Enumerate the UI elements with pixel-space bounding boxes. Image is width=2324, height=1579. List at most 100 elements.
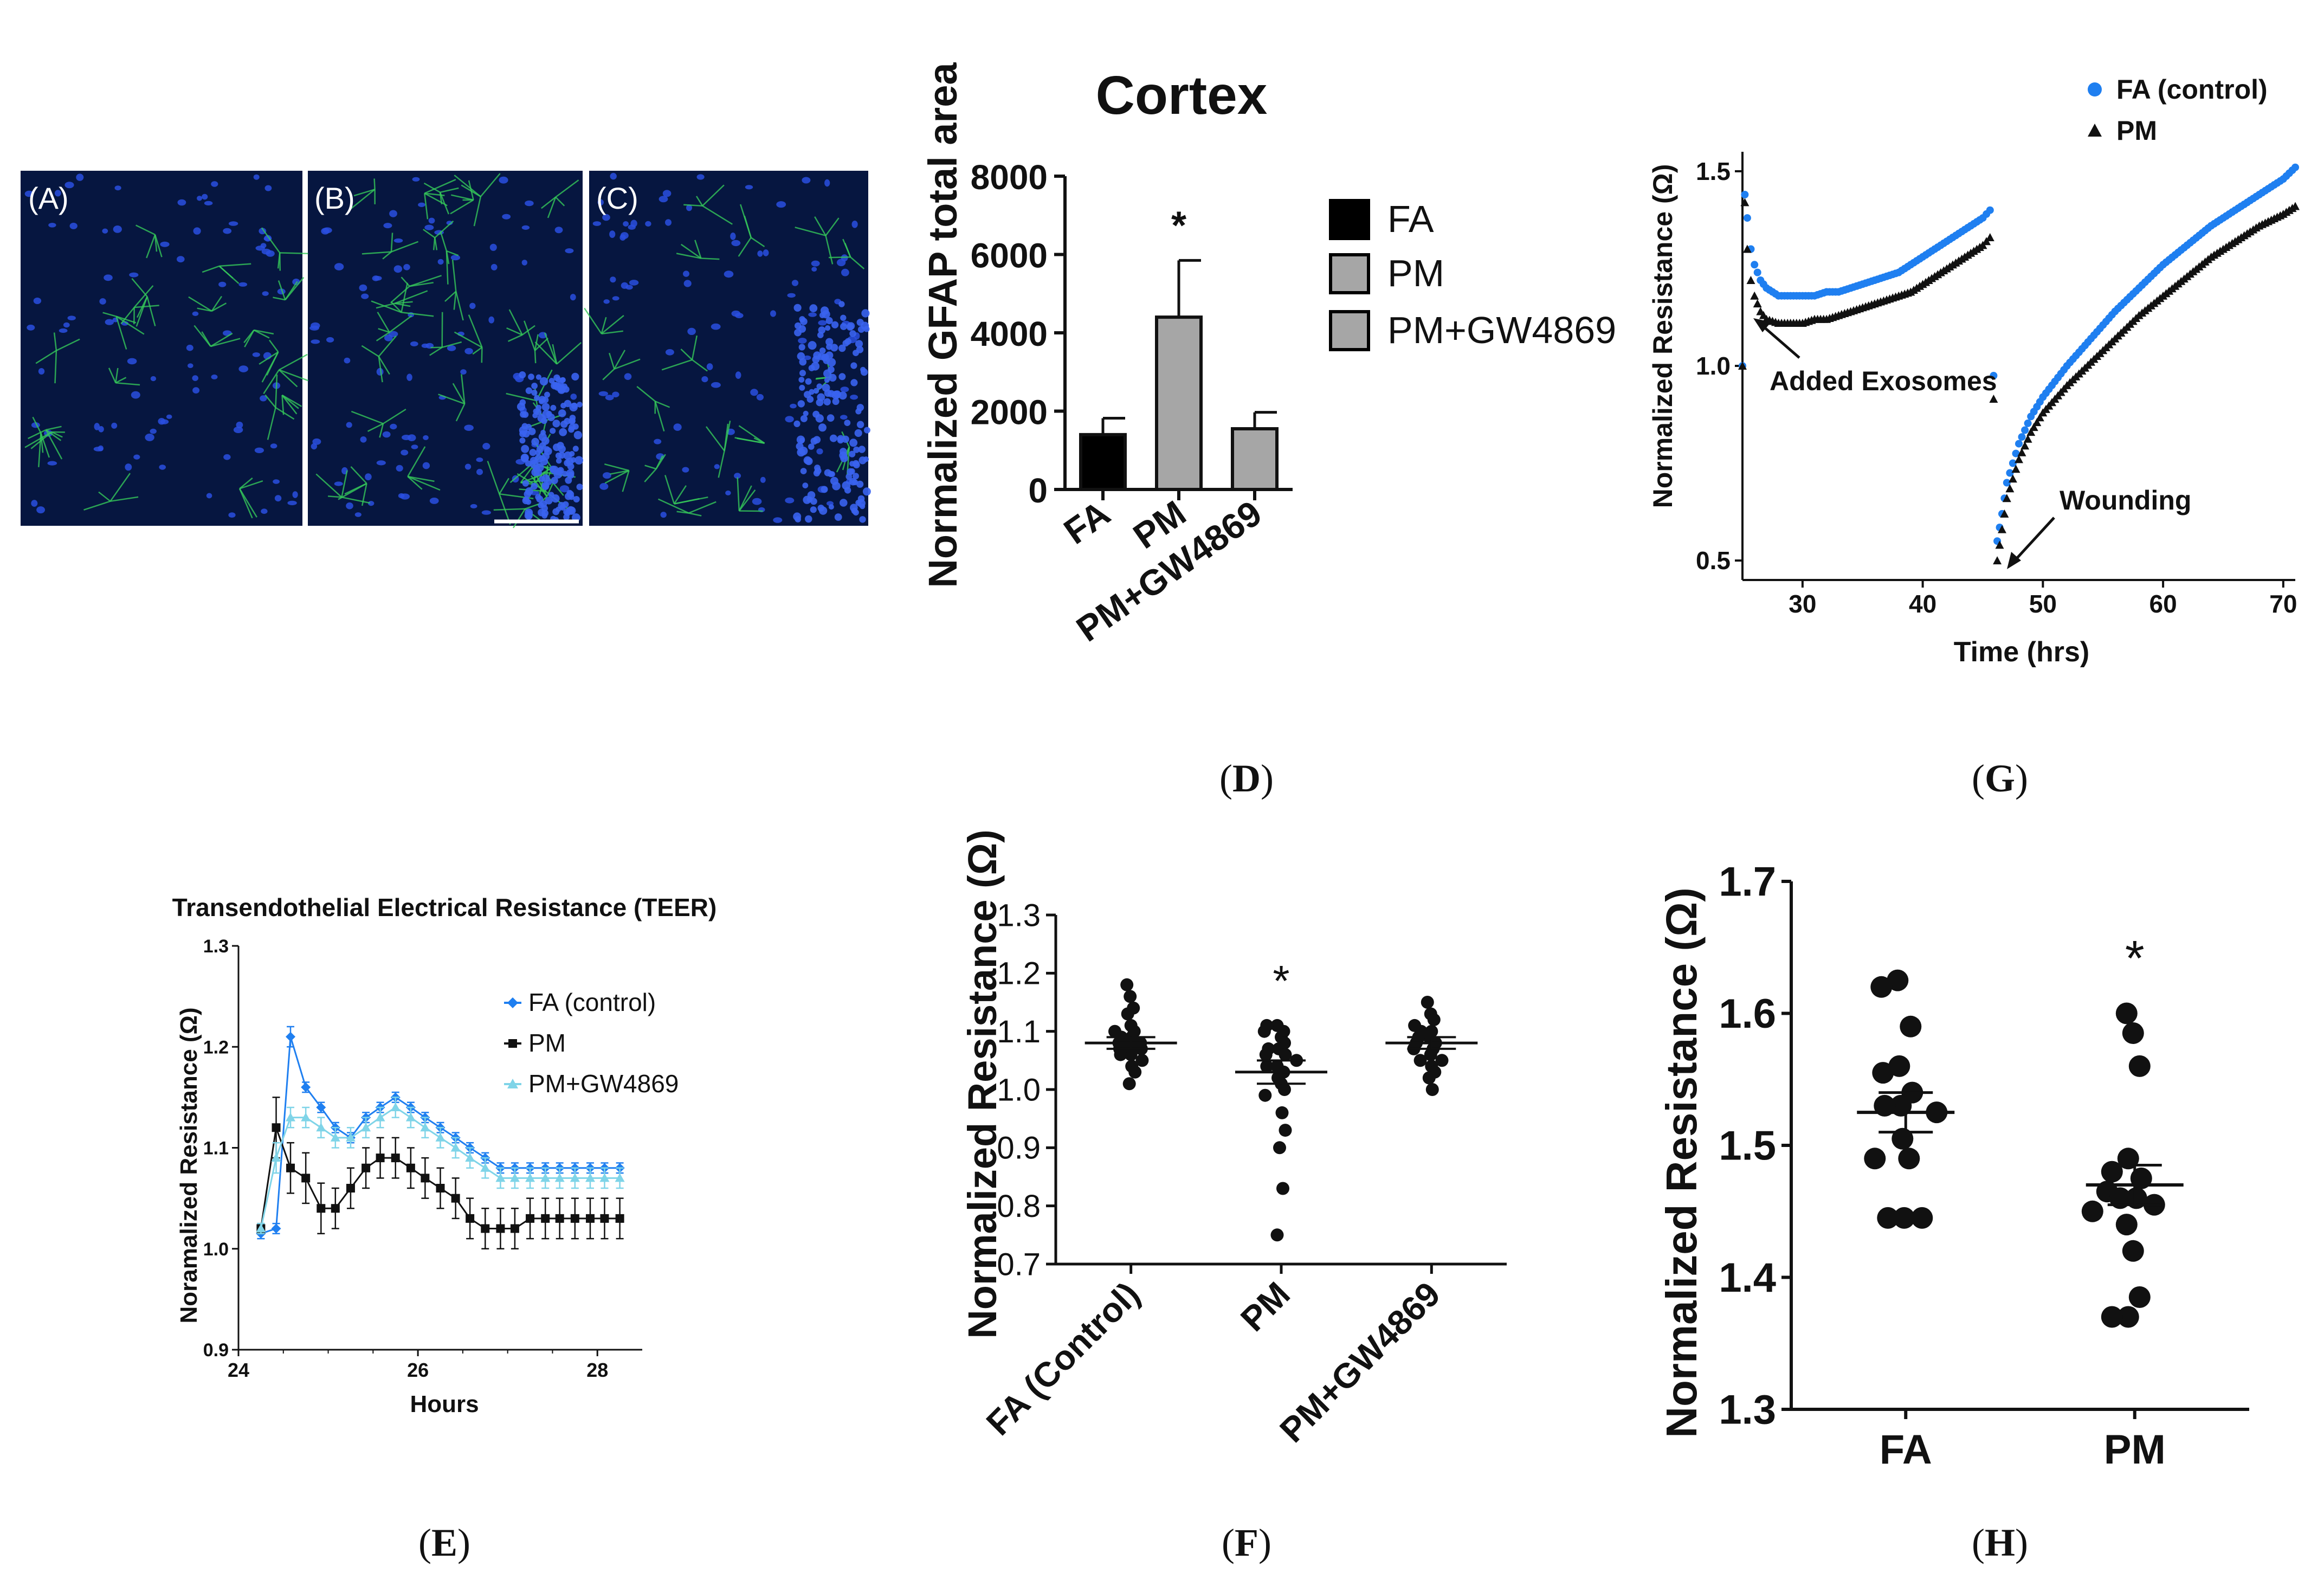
astrocyte-process [440,231,448,252]
nucleus [260,395,267,402]
nucleus [253,174,260,180]
astrocyte-process [390,301,402,313]
nucleus [450,255,461,261]
nucleus [464,424,474,431]
point-pm-gw4869 [345,1132,356,1142]
nucleus [104,274,113,281]
legend-swatch-fa [1329,199,1370,240]
astrocyte-process [390,233,393,252]
arrow-added-exosomes-head [1753,318,1771,332]
nucleus [105,319,114,325]
astrocyte-process [109,473,131,502]
nucleus-dense [558,452,565,459]
astrocyte-process [683,204,703,207]
point-fa-control [2009,459,2017,467]
point-fa-control [1741,191,1749,198]
nucleus [735,371,741,379]
astrocyte-process [424,192,448,207]
legend-label-pm: PM [1387,252,1444,294]
nucleus-dense [793,512,802,521]
y-tick-label: 1.1 [997,1014,1041,1049]
data-point [1273,1141,1286,1155]
panel-g: Normalized Resistance (Ω) Time (hrs) 0.5… [1648,74,2300,800]
panel-d-bars: * [1079,204,1279,492]
nucleus [260,243,267,248]
nucleus [428,217,435,224]
astrocyte-process [268,339,279,353]
nucleus-dense [540,457,548,466]
astrocyte-process [135,224,156,236]
nucleus [470,504,477,508]
point-pm [510,1224,519,1233]
nucleus-dense [856,404,864,411]
x-tick-label: PM+GW4869 [1272,1274,1448,1450]
point-pm [1989,395,1998,403]
nucleus-dense [800,415,808,422]
nucleus [731,240,741,247]
nucleus-dense [802,482,809,488]
astrocyte-process [534,334,539,351]
nucleus-dense [824,389,832,397]
astrocyte-process [702,184,725,207]
astrocyte-process [795,227,826,236]
nucleus [177,199,186,206]
nucleus-dense [828,366,835,373]
legend-label-pm: PM [528,1029,566,1057]
point-pm [1985,233,1994,241]
point-pm-gw4869 [570,1173,580,1182]
astrocyte-process [115,368,119,383]
point-fa-control [2024,419,2032,427]
data-point [1270,1228,1284,1242]
point-pm [2023,434,2032,443]
panel-d-caption: (D) [1219,757,1274,800]
nucleus-dense [525,387,533,394]
point-pm-gw4869 [615,1173,625,1182]
astrocyte-process [378,336,397,357]
nucleus-dense [551,494,560,503]
nucleus-dense [521,423,528,430]
nucleus-dense [813,469,821,477]
legend-label-pm-gw4869: PM+GW4869 [1387,309,1616,351]
astrocyte-process [401,276,410,287]
nucleus-dense [856,346,864,353]
data-point [1135,1054,1149,1067]
nucleus [418,202,425,207]
astrocyte-process [133,285,154,308]
astrocyte-process [702,205,733,225]
astrocyte-process [376,331,390,341]
y-tick-label: 0.7 [997,1247,1041,1282]
nucleus [365,473,372,481]
nucleus [158,418,166,425]
astrocyte-process [279,369,298,388]
nucleus [790,403,797,409]
point-pm [2015,455,2023,463]
nucleus-dense [849,468,855,475]
nucleus [254,447,264,453]
nucleus-dense [545,497,553,505]
point-pm [1993,556,2002,565]
data-point [1279,1124,1292,1137]
point-pm [391,1153,400,1163]
nucleus [851,221,858,228]
nucleus-dense [557,467,564,474]
nucleus-dense [862,487,871,496]
astrocyte-process [344,482,367,495]
nucleus [605,395,614,401]
astrocyte-process [506,392,537,402]
nucleus [206,493,212,499]
nucleus [683,280,692,287]
astrocyte-process [211,302,227,312]
nucleus-dense [849,450,856,457]
data-point [2117,1306,2139,1328]
astrocyte-process [614,358,641,370]
annotation-wounding: Wounding [2060,485,2191,515]
nucleus [482,443,490,450]
astrocyte-process [273,297,286,301]
point-pm [585,1214,595,1223]
point-pm [361,1163,371,1172]
nucleus-dense [824,377,830,383]
nucleus-dense [531,482,538,490]
point-pm-gw4869 [361,1123,371,1132]
nucleus [469,302,476,309]
nucleus [197,196,202,201]
